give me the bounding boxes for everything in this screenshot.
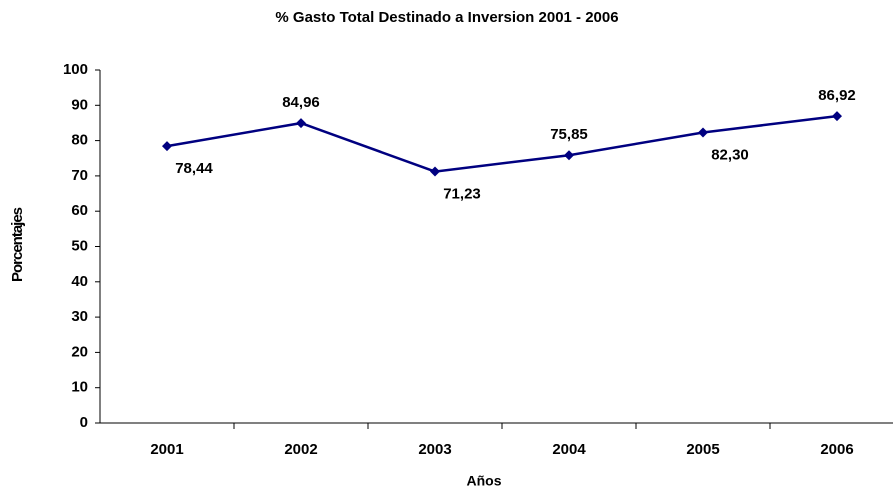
y-tick-label: 10 — [71, 379, 88, 396]
y-tick-label: 80 — [71, 132, 88, 149]
data-label: 71,23 — [443, 186, 481, 203]
data-label: 86,92 — [818, 87, 856, 104]
data-label: 82,30 — [711, 146, 749, 163]
y-tick-label: 20 — [71, 343, 88, 360]
x-tick-label: 2003 — [418, 441, 451, 458]
marker — [296, 118, 306, 129]
chart-title: % Gasto Total Destinado a Inversion 2001… — [275, 9, 618, 26]
y-tick-label: 70 — [71, 167, 88, 184]
marker — [430, 166, 440, 177]
marker — [564, 150, 574, 161]
y-tick-label: 100 — [63, 61, 88, 78]
y-tick-label: 0 — [80, 414, 88, 431]
marker — [162, 141, 172, 152]
data-label: 84,96 — [282, 94, 320, 111]
y-tick-label: 50 — [71, 237, 88, 254]
data-label: 78,44 — [175, 160, 213, 177]
x-tick-label: 2006 — [820, 441, 853, 458]
y-tick-label: 30 — [71, 308, 88, 325]
y-axis-title: Porcentajes — [9, 207, 26, 282]
y-tick-label: 90 — [71, 96, 88, 113]
x-tick-label: 2004 — [552, 441, 586, 458]
data-label: 75,85 — [550, 126, 588, 143]
x-axis-title: Años — [467, 473, 502, 489]
marker — [832, 111, 842, 122]
y-tick-label: 60 — [71, 202, 88, 219]
x-tick-label: 2002 — [284, 441, 317, 458]
marker — [698, 127, 708, 138]
y-tick-label: 40 — [71, 273, 88, 290]
x-tick-label: 2001 — [150, 441, 183, 458]
x-tick-label: 2005 — [686, 441, 719, 458]
line — [166, 114, 838, 173]
